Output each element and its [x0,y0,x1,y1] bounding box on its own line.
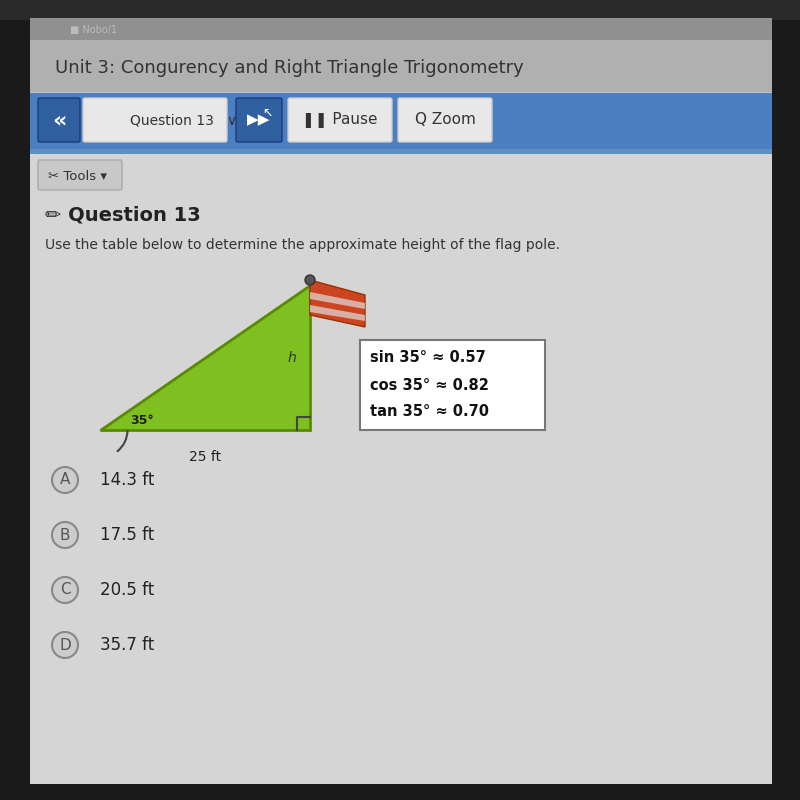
Circle shape [305,275,315,285]
Text: Use the table below to determine the approximate height of the flag pole.: Use the table below to determine the app… [45,238,560,252]
Bar [30,93,772,149]
Circle shape [52,632,78,658]
Bar [0,0,800,20]
FancyBboxPatch shape [38,98,80,142]
Text: B: B [60,527,70,542]
Circle shape [52,467,78,493]
Text: 14.3 ft: 14.3 ft [100,471,154,489]
Circle shape [52,577,78,603]
FancyBboxPatch shape [38,160,122,190]
Text: sin 35° ≈ 0.57: sin 35° ≈ 0.57 [370,350,486,366]
Text: h: h [288,350,297,365]
Text: 35°: 35° [130,414,154,426]
Bar [30,154,772,784]
Text: ❚❚ Pause: ❚❚ Pause [302,112,378,128]
Text: 17.5 ft: 17.5 ft [100,526,154,544]
FancyBboxPatch shape [288,98,392,142]
Text: Question 13   ∨: Question 13 ∨ [130,113,237,127]
Text: D: D [59,638,71,653]
Text: ↖: ↖ [262,106,272,119]
Bar [0,770,800,800]
Text: ✏ Question 13: ✏ Question 13 [45,206,201,225]
Circle shape [52,522,78,548]
Bar [0,0,30,800]
Polygon shape [310,305,365,321]
Text: Q Zoom: Q Zoom [414,113,475,127]
Polygon shape [310,280,365,327]
Text: 35.7 ft: 35.7 ft [100,636,154,654]
Text: C: C [60,582,70,598]
Text: ▶▶: ▶▶ [247,113,270,127]
Text: 25 ft: 25 ft [189,450,221,464]
FancyBboxPatch shape [236,98,282,142]
Bar [770,0,800,800]
Polygon shape [310,292,365,309]
Bar [360,340,545,430]
Text: A: A [60,473,70,487]
Text: 20.5 ft: 20.5 ft [100,581,154,599]
Polygon shape [100,285,310,430]
Bar [30,149,772,154]
Text: Unit 3: Congurency and Right Triangle Trigonometry: Unit 3: Congurency and Right Triangle Tr… [55,59,524,77]
Bar [30,40,772,92]
Text: tan 35° ≈ 0.70: tan 35° ≈ 0.70 [370,405,489,419]
Text: ■ Nobo/1: ■ Nobo/1 [70,25,117,35]
Text: «: « [52,110,66,130]
Text: ✂ Tools ▾: ✂ Tools ▾ [48,170,107,182]
Text: cos 35° ≈ 0.82: cos 35° ≈ 0.82 [370,378,489,393]
Bar [30,18,772,40]
FancyBboxPatch shape [398,98,492,142]
FancyBboxPatch shape [83,98,227,142]
